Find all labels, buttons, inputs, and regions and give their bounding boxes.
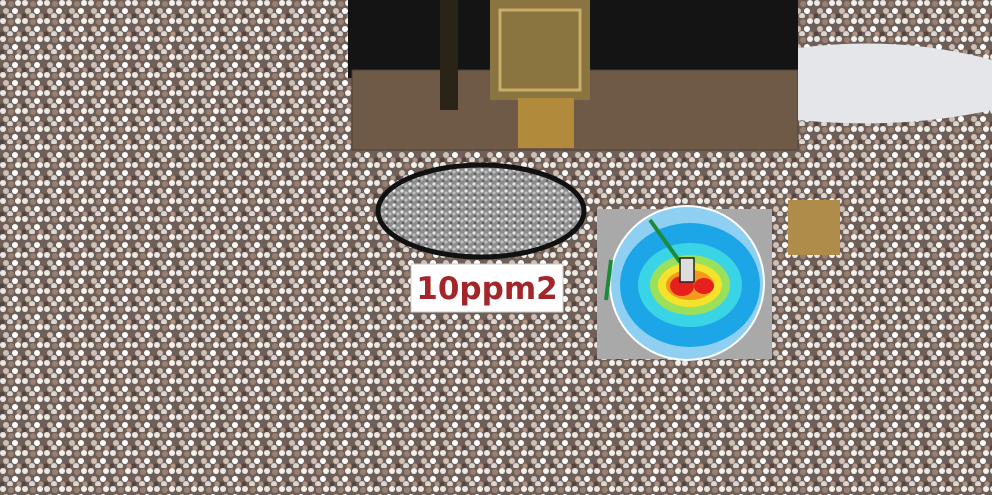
- kaaba-door-curtain: [490, 0, 590, 100]
- kaaba-lamp-column: [440, 0, 458, 110]
- courtyard: [798, 44, 992, 124]
- photo: 10ppm2: [0, 0, 992, 495]
- heat-level-7b: [694, 278, 714, 294]
- kaaba-marker: [680, 258, 694, 282]
- density-label: 10ppm2: [416, 271, 557, 307]
- oval-inset: [378, 165, 584, 257]
- maqam-ibrahim: [788, 200, 840, 255]
- kaaba-door: [518, 98, 574, 148]
